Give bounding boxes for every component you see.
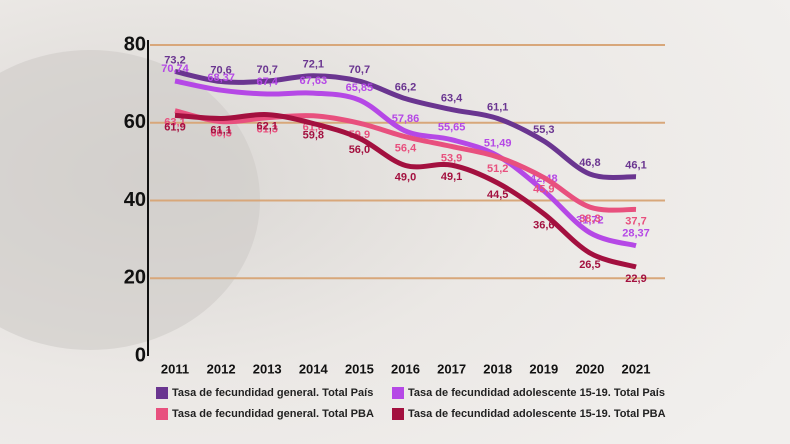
value-label: 37,7 xyxy=(625,215,646,227)
value-label: 51,49 xyxy=(484,138,512,150)
value-label: 53,9 xyxy=(441,152,462,164)
legend-label: Tasa de fecundidad adolescente 15-19. To… xyxy=(408,408,666,420)
value-label: 70,6 xyxy=(210,64,231,76)
value-label: 56,0 xyxy=(349,144,370,156)
value-label: 66,2 xyxy=(395,82,416,94)
value-label: 45,9 xyxy=(533,183,554,195)
x-tick-label: 2021 xyxy=(622,361,651,376)
value-label: 61,3 xyxy=(256,124,277,136)
x-tick-label: 2016 xyxy=(391,361,420,376)
y-tick-label: 80 xyxy=(124,33,146,55)
value-label: 62,1 xyxy=(256,120,277,132)
value-label: 26,5 xyxy=(579,259,600,271)
value-label: 65,85 xyxy=(346,82,374,94)
legend-label: Tasa de fecundidad adolescente 15-19. To… xyxy=(408,387,665,399)
value-label: 59,8 xyxy=(303,129,324,141)
value-label: 44,5 xyxy=(487,189,508,201)
value-label: 31,72 xyxy=(576,215,604,227)
series-line xyxy=(174,78,637,249)
value-label: 73,2 xyxy=(164,54,185,66)
x-tick-label: 2014 xyxy=(299,361,329,376)
value-label: 57,86 xyxy=(392,113,420,125)
photo-shape xyxy=(0,50,260,350)
value-label: 51,2 xyxy=(487,163,508,175)
value-label: 36,6 xyxy=(533,220,554,232)
y-tick-label: 20 xyxy=(124,267,146,289)
value-label: 55,3 xyxy=(533,124,554,136)
value-label: 55,65 xyxy=(438,122,466,134)
legend-swatch xyxy=(156,408,168,420)
series-line xyxy=(174,108,637,213)
x-tick-label: 2019 xyxy=(529,361,558,376)
value-label: 61,1 xyxy=(210,124,231,136)
value-label: 61,1 xyxy=(487,101,508,113)
value-label: 70,74 xyxy=(161,63,189,75)
y-tick-label: 0 xyxy=(135,344,146,366)
value-label: 67,4 xyxy=(256,76,278,88)
value-label: 67,63 xyxy=(300,75,328,87)
value-label: 49,1 xyxy=(441,171,462,183)
legend-label: Tasa de fecundidad general. Total País xyxy=(172,387,373,399)
x-tick-label: 2013 xyxy=(253,361,282,376)
value-label: 38,3 xyxy=(579,213,600,225)
x-tick-label: 2018 xyxy=(483,361,512,376)
series-line xyxy=(174,68,637,180)
value-label: 68,37 xyxy=(207,72,235,84)
value-label: 70,7 xyxy=(349,64,370,76)
x-tick-label: 2011 xyxy=(161,361,189,376)
value-label: 28,37 xyxy=(622,228,650,240)
value-label: 63,4 xyxy=(441,92,463,104)
legend-label: Tasa de fecundidad general. Total PBA xyxy=(172,408,374,420)
x-tick-label: 2020 xyxy=(575,361,604,376)
x-tick-label: 2015 xyxy=(345,361,374,376)
value-label: 46,1 xyxy=(625,160,646,172)
value-label: 72,1 xyxy=(303,59,324,71)
value-label: 61,9 xyxy=(164,121,185,133)
x-tick-label: 2012 xyxy=(207,361,236,376)
value-label: 63,1 xyxy=(164,117,185,129)
value-label: 22,9 xyxy=(625,273,646,285)
legend-swatch xyxy=(392,387,404,399)
value-label: 70,7 xyxy=(256,64,277,76)
value-label: 49,0 xyxy=(395,171,416,183)
value-label: 60,3 xyxy=(210,127,231,139)
x-tick-label: 2017 xyxy=(437,361,466,376)
value-label: 46,8 xyxy=(579,157,600,169)
y-tick-label: 40 xyxy=(124,189,146,211)
y-tick-label: 60 xyxy=(124,111,146,133)
series-line xyxy=(174,112,637,270)
legend-swatch xyxy=(156,387,168,399)
value-label: 56,4 xyxy=(395,143,417,155)
legend-swatch xyxy=(392,408,404,420)
